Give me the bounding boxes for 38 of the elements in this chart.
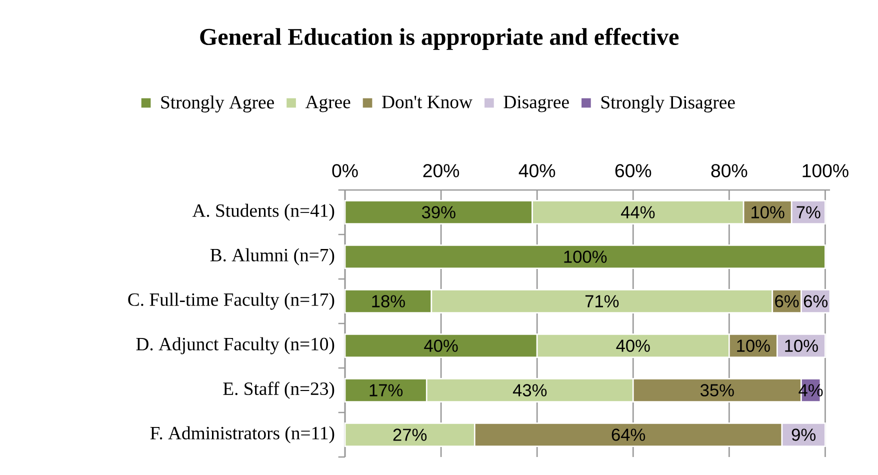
data-label: 27% [393,428,427,441]
legend-label: Agree [305,96,350,112]
y-tick-label: B. Alumni (n=7) [210,248,334,266]
data-label: 44% [620,206,655,218]
legend-label: Strongly Agree [161,95,274,112]
y-tick-label: D. Adjunct Faculty (n=10) [136,337,334,354]
data-label: 100% [564,250,607,263]
data-label: 10% [752,206,784,218]
data-label: 9% [792,428,816,441]
data-label: 40% [616,340,650,352]
legend-label: Disagree [504,96,569,112]
data-label: 71% [585,295,619,308]
data-label: 10% [785,340,818,352]
x-tick-label: 80% [711,164,748,178]
chart-title: General Education is appropriate and effective [200,28,679,50]
data-label: 7% [796,206,820,218]
y-tick-label: C. Full-time Faculty (n=17) [128,292,334,310]
x-tick-label: 0% [332,164,358,178]
data-label: 43% [512,384,547,396]
x-tick-label: 40% [518,164,556,178]
data-label: 39% [422,206,456,218]
legend-label: Don't Know [382,96,472,108]
data-label: 6% [775,295,799,308]
data-label: 10% [737,340,770,352]
y-tick-label: F. Administrators (n=11) [150,426,334,444]
x-tick-label: 60% [615,164,652,178]
data-label: 6% [804,295,828,308]
y-tick-label: A. Students (n=41) [192,204,334,221]
x-tick-label: 100% [802,164,848,178]
data-label: 18% [372,295,405,308]
data-label: 35% [700,384,734,396]
data-label: 17% [370,384,403,396]
legend-label: Strongly Disagree [601,95,735,112]
y-tick-label: E. Staff (n=23) [223,382,334,399]
x-tick-label: 20% [423,164,460,178]
data-label: 40% [424,340,458,352]
bar [344,244,826,269]
data-label: 64% [612,428,646,441]
